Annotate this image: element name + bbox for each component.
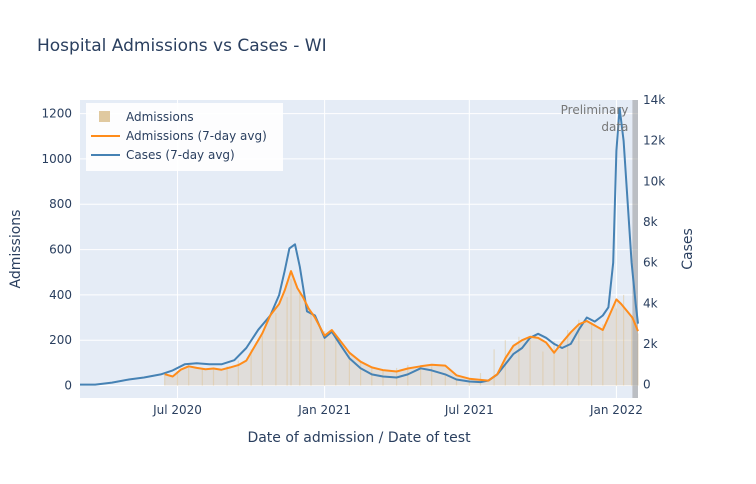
admissions-bar-13 [310, 310, 312, 386]
chart-title: Hospital Admissions vs Cases - WI [37, 36, 327, 56]
admissions-bar-11 [290, 279, 292, 386]
y2-tick-label-2: 4k [643, 296, 658, 310]
x-tick-label-3: Jan 2022 [589, 403, 643, 417]
x-tick-label-2: Jul 2021 [444, 403, 494, 417]
admissions-bar-34 [567, 330, 569, 386]
legend-item-admissions[interactable]: Admissions [126, 110, 194, 124]
y-tick-label-5: 1000 [41, 152, 72, 166]
admissions-bar-24 [444, 375, 446, 386]
y-tick-label-3: 600 [49, 243, 72, 257]
admissions-bar-0 [164, 374, 166, 386]
admissions-bar-22 [420, 365, 422, 386]
admissions-bar-17 [360, 361, 362, 386]
admissions-bar-19 [382, 369, 384, 386]
preliminary-label-line1: Preliminary [561, 103, 629, 117]
cases-avg-line[interactable] [80, 107, 639, 386]
y-tick-label-6: 1200 [41, 107, 72, 121]
admissions-bar-28 [493, 349, 495, 386]
y2-tick-label-5: 10k [643, 174, 665, 188]
legend-item-admissions-avg[interactable]: Admissions (7-day avg) [126, 129, 267, 143]
admissions-bar-7 [250, 349, 252, 386]
y2-axis-label: Cases [680, 228, 696, 270]
admissions-area-fill [164, 271, 638, 386]
admissions-bar-15 [335, 336, 337, 386]
preliminary-band [632, 100, 638, 398]
y2-tick-label-7: 14k [643, 93, 665, 107]
y-tick-label-2: 400 [49, 288, 72, 302]
admissions-bar-23 [431, 366, 433, 386]
y2-tick-label-3: 6k [643, 256, 658, 270]
y-axis-label: Admissions [8, 210, 24, 289]
admissions-bar-1 [176, 370, 179, 386]
admissions-bar-8 [261, 335, 263, 386]
y2-tick-label-4: 8k [643, 215, 658, 229]
y2-tick-label-1: 2k [643, 337, 658, 351]
legend-item-cases-avg[interactable]: Cases (7-day avg) [126, 148, 235, 162]
y2-tick-label-0: 0 [643, 378, 651, 392]
x-axis-label: Date of admission / Date of test [247, 430, 471, 446]
admissions-bar-2 [188, 367, 190, 386]
admissions-bar-5 [226, 366, 228, 386]
admissions-bar-4 [212, 369, 215, 386]
y-tick-label-4: 800 [49, 197, 72, 211]
y2-tick-label-6: 12k [643, 134, 665, 148]
y-tick-label-1: 200 [49, 333, 72, 347]
admissions-bar-37 [602, 324, 604, 386]
admissions-bar-36 [591, 322, 593, 386]
admissions-bar-14 [324, 331, 326, 386]
legend-swatch-admissions[interactable] [99, 111, 110, 122]
axes: 0 200 400 600 800 1000 1200 0 2k 4k 6k 8k 10k 12k 14k J… [41, 93, 665, 417]
admissions-bar-6 [237, 360, 239, 386]
preliminary-label-line2: data [601, 120, 628, 134]
y-tick-label-0: 0 [64, 379, 72, 393]
admissions-bar-3 [201, 367, 203, 386]
admissions-bar-40 [631, 317, 633, 386]
admissions-area [164, 271, 638, 386]
admissions-avg-line[interactable] [164, 270, 639, 382]
admissions-bar-32 [542, 351, 544, 386]
admissions-bar-26 [468, 379, 470, 386]
x-tick-label-1: Jan 2021 [297, 403, 351, 417]
admissions-bar-31 [529, 340, 531, 386]
series-lines [80, 107, 639, 386]
admissions-bar-35 [578, 319, 580, 386]
admissions-bar-30 [518, 336, 520, 386]
admissions-bar-12 [299, 290, 301, 386]
admissions-bar-9 [275, 313, 277, 386]
legend[interactable]: Admissions Admissions (7-day avg) Cases … [86, 103, 283, 171]
preliminary-band-rect [632, 100, 638, 398]
admissions-bar-33 [553, 341, 555, 386]
admissions-bar-38 [615, 308, 617, 386]
admissions-bar-18 [371, 367, 373, 386]
x-tick-label-0: Jul 2020 [152, 403, 202, 417]
admissions-bar-25 [455, 378, 458, 386]
admissions-bar-10 [286, 297, 288, 386]
admissions-bar-16 [348, 351, 350, 386]
admissions-bar-39 [623, 294, 625, 386]
